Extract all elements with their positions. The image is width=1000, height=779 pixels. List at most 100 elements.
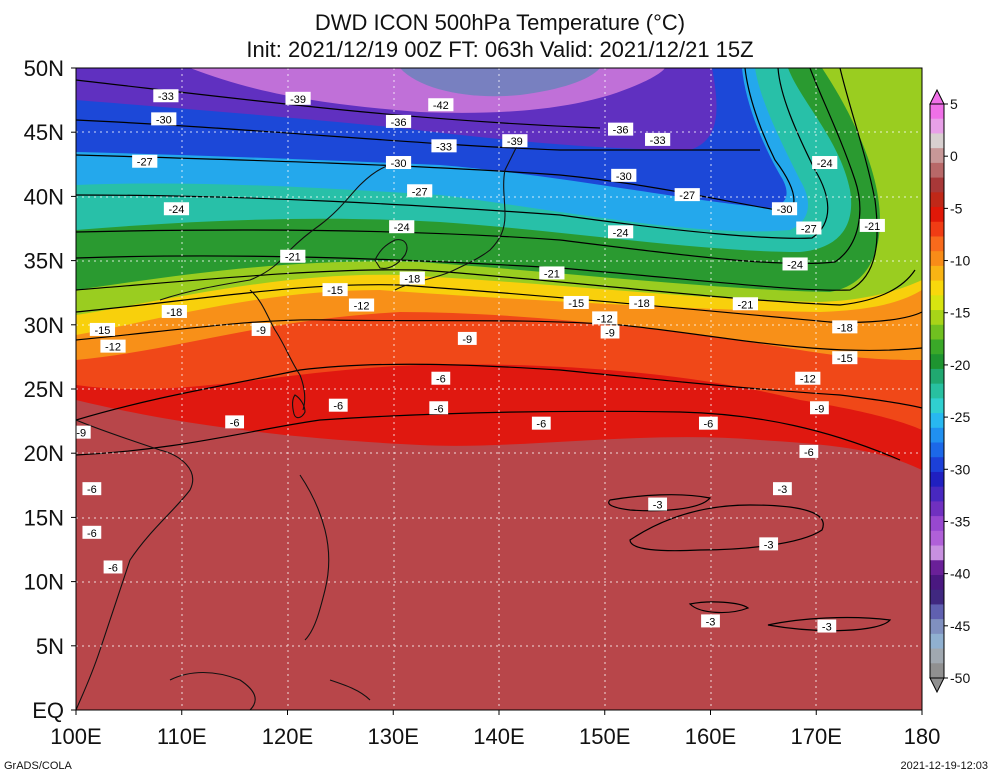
contour-label-text: -12 bbox=[800, 374, 816, 386]
colorbar-segment bbox=[930, 354, 944, 370]
contour-label-text: -42 bbox=[433, 100, 449, 112]
colorbar-segment bbox=[930, 457, 944, 473]
colorbar-labels: 5 0 -5 -10 -15 -20 -25 -30 -35 -40 -45 -50 bbox=[944, 96, 970, 686]
contour-label-box bbox=[457, 331, 477, 345]
contour-label-box bbox=[163, 202, 190, 216]
contour-label: -30 bbox=[385, 156, 412, 170]
contour-label-box bbox=[698, 416, 718, 430]
contour-label-text: -15 bbox=[94, 325, 110, 337]
contour-label-text: -39 bbox=[290, 94, 306, 106]
contour-label: -27 bbox=[796, 221, 822, 236]
contour-label-text: -24 bbox=[394, 222, 410, 234]
contour-label-text: -18 bbox=[634, 298, 650, 310]
lat-tick-label: 25N bbox=[24, 377, 64, 402]
contour-label: -3 bbox=[773, 482, 792, 496]
contour-label-text: -3 bbox=[822, 622, 832, 634]
lat-tick-label: 15N bbox=[24, 505, 64, 530]
colorbar-segment bbox=[930, 133, 944, 149]
contour-label: -6 bbox=[103, 560, 123, 574]
lon-tick-label: 100E bbox=[50, 724, 101, 749]
contour-label-text: -21 bbox=[285, 252, 301, 264]
contour-label: -39 bbox=[285, 91, 311, 106]
contour-label: -15 bbox=[89, 322, 116, 337]
lat-tick-label: 50N bbox=[24, 56, 64, 81]
colorbar-label: -30 bbox=[950, 461, 970, 477]
contour-label-text: -27 bbox=[412, 186, 428, 198]
contour-label-box bbox=[225, 415, 245, 429]
contour-label: -6 bbox=[328, 398, 348, 413]
contour-label: -15 bbox=[322, 283, 348, 297]
contour-label-box bbox=[600, 325, 620, 339]
contour-label-text: -3 bbox=[764, 539, 774, 551]
contour-label-text: -6 bbox=[703, 419, 713, 431]
colorbar-segment bbox=[930, 148, 944, 164]
lat-tick-label: 30N bbox=[24, 313, 64, 338]
graticule bbox=[76, 68, 922, 710]
contour-label: -6 bbox=[429, 401, 449, 415]
contour-label-text: -24 bbox=[169, 204, 185, 216]
contour-label: -21 bbox=[732, 297, 758, 311]
credit-text: GrADS/COLA bbox=[4, 760, 72, 772]
contour-label: -6 bbox=[698, 416, 718, 431]
lon-tick-label: 140E bbox=[473, 724, 524, 749]
colorbar-segment bbox=[930, 251, 944, 267]
colorbar-segment bbox=[930, 324, 944, 340]
contour-label: -24 bbox=[782, 257, 808, 271]
colorbar-segment bbox=[930, 516, 944, 532]
contour-label-text: -3 bbox=[706, 616, 716, 628]
contour-label-text: -12 bbox=[597, 313, 613, 325]
colorbar-segment bbox=[930, 501, 944, 517]
contour-label-text: -9 bbox=[605, 328, 615, 340]
contour-label-box bbox=[82, 525, 102, 539]
contour-label: -3 bbox=[817, 619, 837, 634]
contour-label-text: -27 bbox=[679, 190, 695, 202]
lat-tick-label: 10N bbox=[24, 570, 64, 595]
contour-label-box bbox=[251, 322, 271, 336]
contour-label: -9 bbox=[251, 322, 271, 337]
contour-label-text: -36 bbox=[613, 125, 629, 137]
contour-label-box bbox=[322, 283, 348, 297]
colorbar-bottom-arrow bbox=[929, 677, 945, 694]
contour-label: -9 bbox=[810, 401, 829, 415]
contour-label-text: -6 bbox=[230, 417, 240, 429]
contour-label: -30 bbox=[611, 168, 637, 183]
colorbar-label: 5 bbox=[950, 96, 958, 112]
contour-label-box bbox=[648, 497, 668, 511]
colorbar-label: -35 bbox=[950, 513, 970, 529]
colorbar-frame bbox=[929, 103, 945, 679]
lat-tick-label: EQ bbox=[32, 698, 64, 723]
contour-label-text: -9 bbox=[256, 325, 266, 337]
colorbar-label: -10 bbox=[950, 253, 970, 269]
contour-label: -24 bbox=[389, 220, 415, 234]
contour-label-text: -27 bbox=[137, 157, 153, 169]
contour-label: -6 bbox=[799, 444, 819, 459]
contour-label-box bbox=[773, 482, 792, 496]
contour-label-text: -18 bbox=[404, 274, 420, 286]
contour-label-text: -6 bbox=[108, 562, 118, 574]
contour-label: -18 bbox=[161, 304, 187, 319]
colorbar-segment bbox=[930, 310, 944, 326]
colorbar-label: 0 bbox=[950, 148, 958, 164]
contour-label-text: -21 bbox=[864, 221, 880, 233]
contour-label-text: -9 bbox=[76, 428, 86, 440]
contour-label-box bbox=[89, 322, 116, 336]
contour-label-box bbox=[428, 98, 454, 112]
colorbar-segment bbox=[930, 545, 944, 561]
contour-label: -24 bbox=[812, 156, 838, 170]
contour-label-text: -21 bbox=[737, 299, 753, 311]
colorbar bbox=[929, 88, 945, 694]
contour-label-box bbox=[161, 304, 187, 318]
contour-label-box bbox=[429, 401, 449, 415]
contour-label-text: -6 bbox=[436, 374, 446, 386]
contour-label-text: -33 bbox=[650, 135, 666, 147]
contour-label: -24 bbox=[163, 202, 190, 216]
colorbar-segment bbox=[930, 221, 944, 237]
colorbar-segment bbox=[930, 265, 944, 282]
contour-label-text: -6 bbox=[333, 401, 343, 413]
axis-ticks bbox=[71, 67, 923, 715]
contour-label: -24 bbox=[608, 225, 634, 239]
contour-label: -18 bbox=[399, 271, 425, 286]
lon-tick-label: 170E bbox=[791, 724, 842, 749]
contour-label-box bbox=[611, 168, 637, 182]
